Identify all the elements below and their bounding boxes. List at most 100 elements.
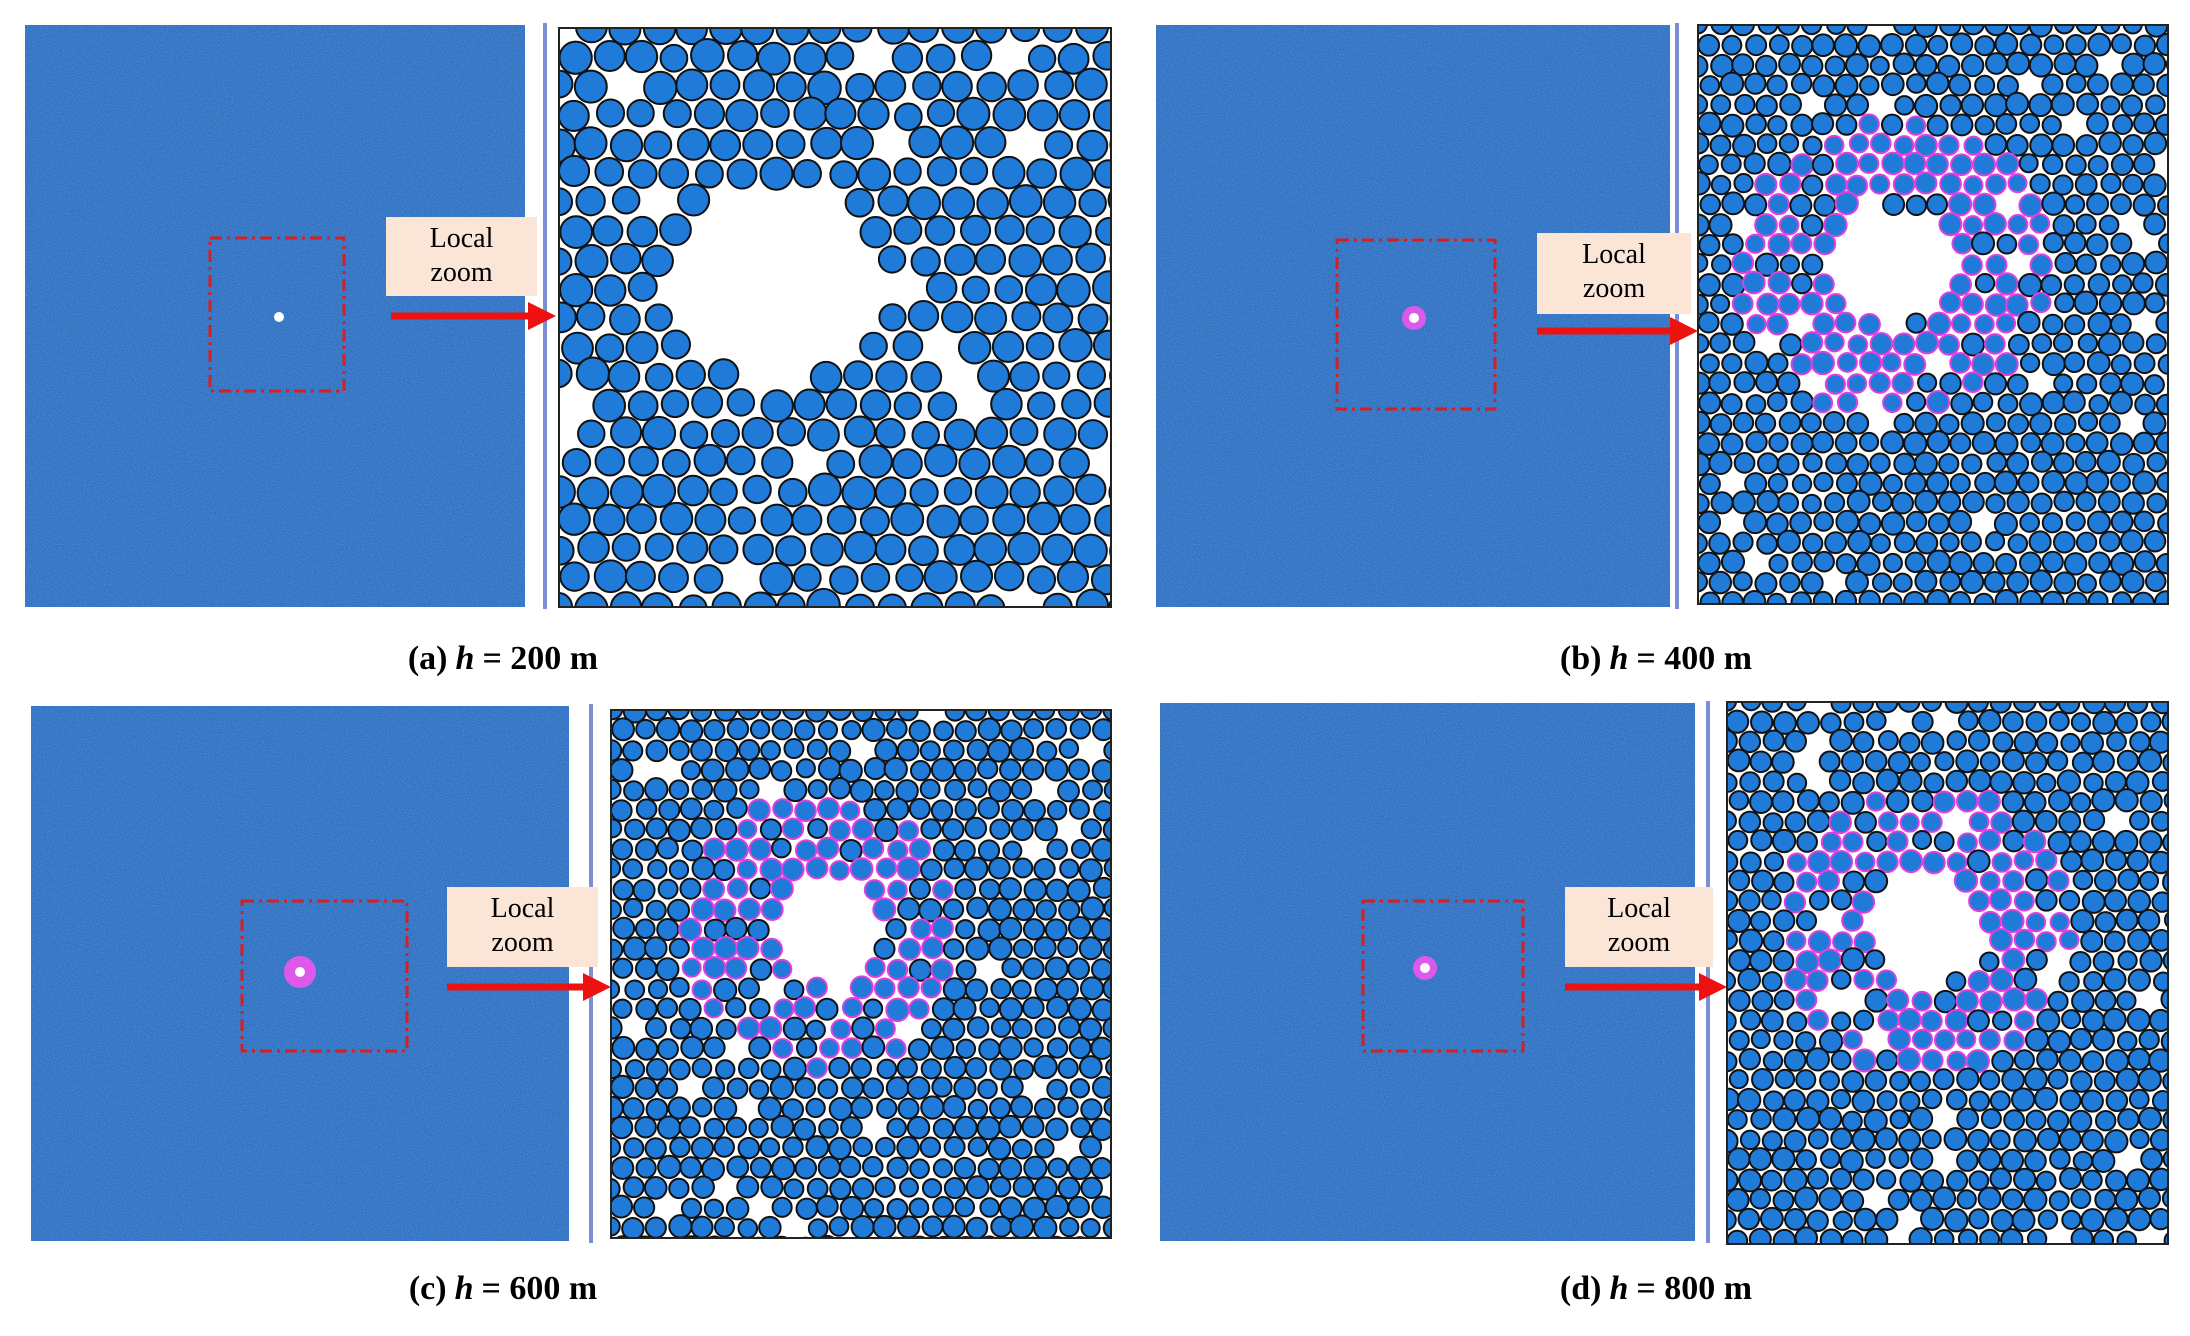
particle	[1779, 172, 1802, 195]
particle	[1057, 42, 1090, 75]
particle	[635, 718, 656, 740]
particle	[1831, 1011, 1852, 1032]
particle	[1904, 551, 1927, 574]
particle	[1807, 1128, 1829, 1150]
particle	[977, 796, 1000, 820]
particle	[2013, 1128, 2037, 1153]
particle	[2132, 272, 2154, 294]
particle	[859, 389, 892, 421]
particle	[862, 1077, 885, 1100]
caption-variable: h	[1609, 1270, 1628, 1307]
particle	[818, 1118, 839, 1139]
particle	[1766, 391, 1788, 413]
particle	[1771, 1146, 1796, 1172]
particle	[960, 559, 994, 593]
particle	[959, 1235, 973, 1238]
particle	[844, 593, 876, 607]
particle	[2144, 292, 2166, 314]
particle	[1059, 504, 1091, 535]
particle	[1882, 392, 1903, 413]
particle	[2069, 830, 2092, 853]
particle	[892, 330, 924, 362]
particle	[1949, 432, 1972, 455]
particle	[1806, 969, 1829, 992]
particle	[1114, 1157, 1135, 1178]
particle	[1077, 303, 1109, 335]
particle	[2145, 94, 2166, 115]
particle	[615, 1235, 631, 1238]
particle	[595, 622, 625, 652]
particle	[680, 1035, 705, 1060]
particle	[1791, 551, 1813, 574]
particle	[1034, 817, 1058, 842]
particle	[1985, 52, 2008, 75]
particle	[2077, 614, 2095, 632]
particle	[1114, 1197, 1136, 1219]
particle	[1095, 216, 1111, 246]
particle	[1035, 899, 1057, 921]
particle	[898, 1177, 919, 1198]
particle	[2074, 450, 2097, 473]
particle	[726, 39, 759, 72]
particle	[2121, 291, 2146, 316]
particle	[2028, 530, 2052, 554]
particle	[736, 1175, 760, 1199]
particle	[924, 443, 958, 478]
particle	[1773, 1029, 1794, 1051]
particle	[2086, 351, 2111, 375]
particle	[693, 564, 724, 594]
particle	[1127, 217, 1157, 247]
particle	[1876, 1169, 1897, 1190]
particle	[920, 1018, 943, 1040]
particle	[1911, 710, 1934, 733]
particle	[634, 957, 658, 980]
particle	[1841, 1069, 1865, 1093]
caption-value: = 600 m	[481, 1270, 597, 1307]
particle	[1728, 1029, 1750, 1051]
particle	[1914, 53, 1938, 77]
particle	[726, 877, 749, 900]
particle	[726, 1155, 750, 1179]
particle	[2153, 590, 2168, 604]
particle	[2071, 989, 2095, 1013]
particle	[2019, 392, 2044, 417]
particle	[908, 719, 931, 743]
particle	[1845, 174, 1869, 197]
particle	[1955, 789, 1979, 813]
particle	[1786, 702, 1807, 712]
particle	[1960, 93, 1985, 117]
particle	[990, 978, 1012, 1000]
particle	[843, 415, 876, 448]
particle	[2169, 413, 2190, 434]
particle	[794, 799, 817, 823]
particle	[1895, 611, 1915, 631]
particle	[759, 561, 794, 597]
particle	[623, 780, 645, 802]
particle	[1772, 949, 1795, 972]
particle	[1009, 28, 1041, 43]
particle	[1909, 1188, 1933, 1212]
particle	[737, 819, 758, 840]
particle	[743, 591, 778, 607]
particle	[1698, 391, 1722, 415]
particle	[748, 1079, 770, 1100]
particle	[1993, 470, 2019, 495]
particle	[974, 475, 1009, 510]
particle	[2080, 1208, 2105, 1233]
particle	[869, 1236, 880, 1238]
cavity	[274, 312, 284, 322]
particle	[782, 1136, 804, 1158]
particle	[1865, 791, 1887, 812]
particle	[2041, 550, 2064, 574]
particle	[2057, 702, 2081, 715]
particle	[2123, 611, 2144, 632]
particle	[641, 473, 677, 509]
particle	[737, 1016, 761, 1040]
particle	[1989, 1129, 2011, 1151]
particle	[1765, 512, 1789, 536]
particle	[1824, 373, 1846, 395]
particle	[1989, 1090, 2011, 1112]
particle	[2043, 34, 2065, 55]
particle	[1762, 930, 1785, 952]
particle	[1921, 1169, 1945, 1193]
